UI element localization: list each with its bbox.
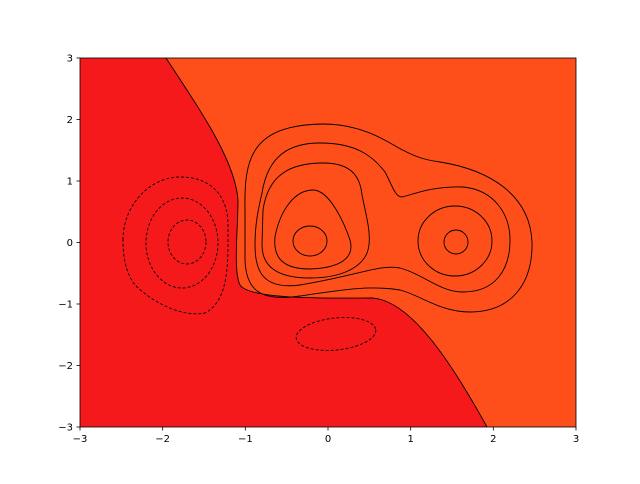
y-tick-label: 3 <box>67 54 73 65</box>
level-darkest-region <box>167 219 207 265</box>
y-tick-label: 1 <box>67 177 73 188</box>
level-red-region <box>80 58 487 427</box>
x-tick-label: −3 <box>73 434 88 445</box>
y-tick-label: −1 <box>58 300 73 311</box>
level-peak-region <box>292 225 328 257</box>
level-dark-red-region <box>122 176 229 315</box>
y-tick-label: 0 <box>67 238 73 249</box>
y-tick-label: −3 <box>58 423 73 434</box>
x-tick-label: 3 <box>573 434 579 445</box>
x-axis: −3 −2 −1 0 1 2 3 <box>73 427 579 445</box>
y-tick-label: −2 <box>58 361 73 372</box>
y-axis: 3 2 1 0 −1 −2 −3 <box>58 54 80 434</box>
x-tick-label: 1 <box>407 434 413 445</box>
level-yellow-region-right <box>417 205 493 277</box>
x-tick-label: 2 <box>490 434 496 445</box>
level-light-yellow-region-left <box>274 189 352 270</box>
y-tick-label: 2 <box>67 115 73 126</box>
level-yellow-region-left <box>261 162 370 279</box>
level-maroon-region <box>145 197 219 289</box>
x-tick-label: −1 <box>238 434 253 445</box>
plot-area <box>80 58 576 427</box>
level-light-yellow-region-right <box>443 229 469 255</box>
x-tick-label: −2 <box>155 434 170 445</box>
x-tick-label: 0 <box>325 434 331 445</box>
level-orange-region <box>244 123 533 313</box>
level-amber-region <box>254 142 511 293</box>
contour-line-zero <box>165 58 488 427</box>
level-dark-red-region-bottom <box>295 317 377 351</box>
